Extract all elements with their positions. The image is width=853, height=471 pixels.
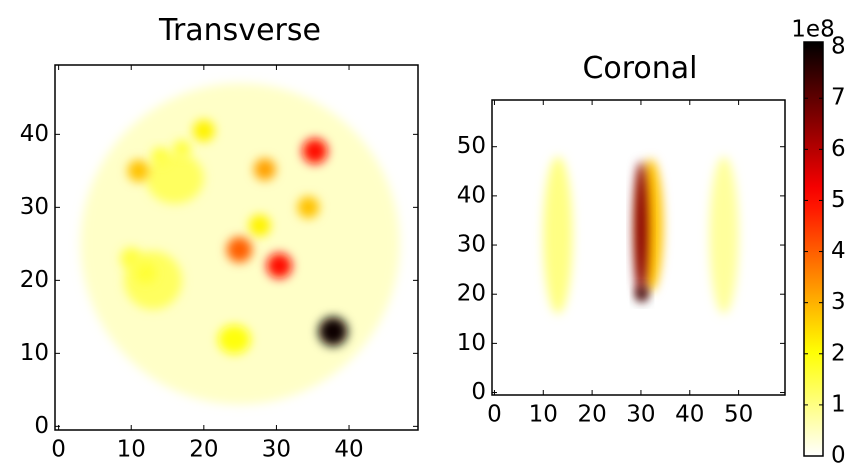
y-tick-label: 0 [34,413,49,439]
axes-frame [54,64,419,431]
heat-blob [151,147,170,166]
colorbar [803,41,824,457]
y-tick-label: 30 [20,194,49,220]
heat-blob [543,156,573,314]
colorbar-tick-label: 0 [831,443,846,468]
y-tick-label: 20 [457,281,486,307]
x-tick-label: 30 [262,437,291,463]
y-tick-label: 50 [457,133,486,159]
heat-blob [226,236,253,263]
heat-blob [266,252,293,279]
y-tick-label: 10 [20,340,49,366]
heat-blob [248,214,271,237]
heat-blob [635,286,649,302]
colorbar-tick-label: 4 [831,238,846,264]
x-tick-label: 40 [334,437,363,463]
colorbar-tick-label: 1 [831,391,846,417]
colorbar-tick-label: 2 [831,340,846,366]
x-tick-label: 10 [529,402,558,428]
x-tick-label: 40 [675,402,704,428]
colorbar-offset-label: 1e8 [791,17,834,43]
y-tick-label: 30 [457,232,486,258]
panel-title: Coronal [582,51,697,86]
y-tick-label: 0 [471,379,486,405]
y-tick-label: 40 [20,121,49,147]
x-tick-label: 30 [626,402,655,428]
x-tick-label: 10 [117,437,146,463]
colorbar-tick-label: 7 [831,85,846,111]
y-tick-label: 10 [457,330,486,356]
y-tick-label: 40 [457,182,486,208]
heatmap-image [543,156,739,314]
colorbar-tick-label: 5 [831,187,846,213]
colorbar-tick-label: 6 [831,136,846,162]
heat-blob [633,161,649,300]
heat-blob [127,159,150,182]
x-tick-label: 20 [577,402,606,428]
heat-blob [120,247,143,270]
heat-blob [253,158,276,181]
x-tick-label: 50 [724,402,753,428]
heatmap-image [80,83,400,405]
x-tick-label: 20 [189,437,218,463]
heat-blob [192,119,215,142]
x-tick-label: 0 [51,437,66,463]
heat-blob [709,156,739,314]
panel-title: Transverse [158,13,321,48]
colorbar-tick-label: 8 [831,34,846,60]
heat-blob [217,324,251,355]
heat-blob [302,138,328,164]
heat-blob [172,139,192,159]
heat-blob [297,196,320,219]
x-tick-label: 0 [487,402,502,428]
colorbar-tick-label: 3 [831,289,846,315]
y-tick-label: 20 [20,267,49,293]
heat-blob [134,262,157,284]
heat-blob [318,316,348,347]
axes-frame [491,99,786,396]
